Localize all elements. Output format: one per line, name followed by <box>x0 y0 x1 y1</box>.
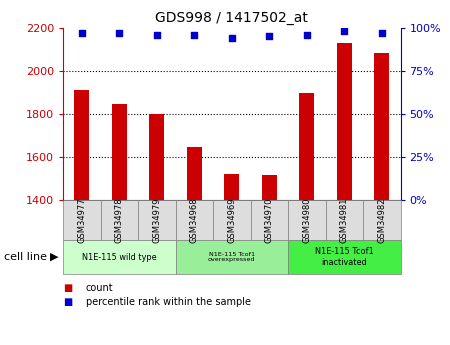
Text: N1E-115 Tcof1
inactivated: N1E-115 Tcof1 inactivated <box>315 247 374 267</box>
Bar <box>112 104 127 200</box>
Bar <box>374 53 389 200</box>
Text: ■: ■ <box>63 297 72 307</box>
Text: GSM34979: GSM34979 <box>152 197 161 243</box>
Text: GSM34968: GSM34968 <box>190 197 199 243</box>
Text: N1E-115 wild type: N1E-115 wild type <box>82 253 157 262</box>
Point <box>116 30 123 36</box>
Text: GSM34977: GSM34977 <box>77 197 86 243</box>
Text: GSM34980: GSM34980 <box>302 197 311 243</box>
Text: cell line: cell line <box>4 252 48 262</box>
Bar <box>224 174 239 200</box>
Point <box>303 32 310 37</box>
Bar <box>187 147 202 200</box>
Point <box>153 32 160 37</box>
Bar <box>74 90 89 200</box>
Point <box>191 32 198 37</box>
Point <box>341 28 348 34</box>
Point <box>378 30 385 36</box>
Bar <box>262 175 277 200</box>
Text: GSM34982: GSM34982 <box>377 197 386 243</box>
Point <box>78 30 86 36</box>
Title: GDS998 / 1417502_at: GDS998 / 1417502_at <box>155 11 308 25</box>
Text: ■: ■ <box>63 283 72 293</box>
Point <box>266 33 273 39</box>
Text: count: count <box>86 283 113 293</box>
Text: GSM34978: GSM34978 <box>115 197 124 243</box>
Bar <box>337 43 352 200</box>
Text: ▶: ▶ <box>50 252 58 262</box>
Text: percentile rank within the sample: percentile rank within the sample <box>86 297 251 307</box>
Bar <box>299 93 314 200</box>
Text: GSM34981: GSM34981 <box>340 197 349 243</box>
Bar <box>149 114 164 200</box>
Text: GSM34969: GSM34969 <box>227 197 236 243</box>
Point <box>228 35 235 41</box>
Text: N1E-115 Tcof1
overexpressed: N1E-115 Tcof1 overexpressed <box>208 252 256 263</box>
Text: GSM34970: GSM34970 <box>265 197 274 243</box>
